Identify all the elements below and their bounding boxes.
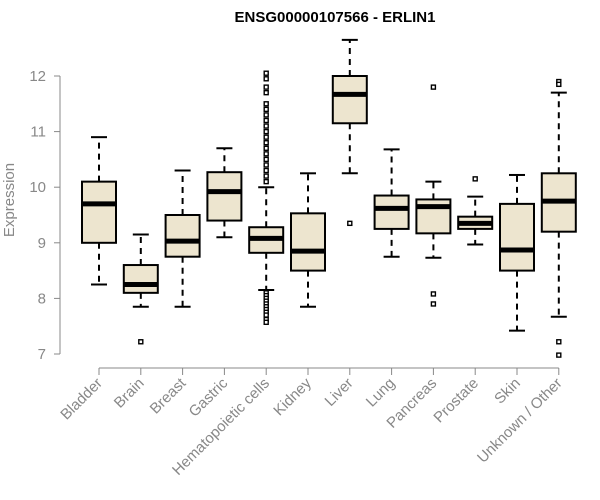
outlier-point bbox=[263, 128, 269, 135]
outlier-point bbox=[472, 176, 478, 182]
box-group bbox=[248, 70, 285, 326]
outlier-point bbox=[556, 339, 562, 345]
outlier-point bbox=[138, 339, 144, 345]
box-group bbox=[164, 169, 201, 308]
outlier-point bbox=[263, 70, 269, 76]
outlier-point bbox=[263, 134, 269, 140]
box-iqr bbox=[373, 194, 410, 230]
box-group bbox=[373, 148, 410, 258]
x-tick-label: Bladder bbox=[57, 375, 106, 424]
box-iqr bbox=[331, 75, 368, 125]
box-iqr bbox=[499, 202, 535, 272]
outlier-point bbox=[263, 312, 269, 318]
outlier-point bbox=[263, 84, 269, 90]
box-iqr bbox=[206, 171, 243, 222]
outlier-point bbox=[263, 167, 269, 174]
outlier-point bbox=[556, 81, 562, 88]
x-tick-label: Prostate bbox=[430, 375, 482, 427]
axes: 7 8 9 10 11 12 bbox=[29, 68, 560, 375]
outlier-point bbox=[347, 220, 353, 227]
box-group bbox=[499, 173, 535, 332]
x-tick-label: Lung bbox=[363, 375, 399, 411]
outlier-point bbox=[263, 117, 269, 124]
outlier-point bbox=[430, 291, 437, 297]
box-group bbox=[540, 78, 577, 358]
y-tick-label: 11 bbox=[30, 124, 46, 141]
outlier-point bbox=[263, 112, 269, 118]
outlier-point bbox=[430, 301, 437, 307]
outlier-point bbox=[263, 145, 269, 151]
outlier-point bbox=[263, 123, 269, 129]
x-tick-label: Kidney bbox=[270, 374, 315, 419]
outlier-point bbox=[263, 151, 269, 157]
box-group bbox=[81, 136, 117, 286]
chart-title: ENSG00000107566 - ERLIN1 bbox=[235, 9, 436, 26]
x-tick-label: Liver bbox=[322, 375, 357, 410]
outlier-point bbox=[263, 178, 269, 185]
box-iqr bbox=[122, 264, 159, 294]
boxes-layer bbox=[81, 38, 577, 358]
outlier-point bbox=[263, 106, 269, 113]
y-tick-label: 7 bbox=[38, 346, 46, 363]
y-tick-label: 12 bbox=[29, 68, 46, 85]
box-group bbox=[290, 172, 326, 308]
box-group bbox=[415, 84, 452, 307]
outlier-point bbox=[556, 352, 562, 358]
box-iqr bbox=[290, 212, 326, 272]
box-group bbox=[122, 233, 159, 345]
outlier-point bbox=[263, 140, 269, 146]
outlier-point bbox=[263, 319, 269, 326]
box-group bbox=[206, 147, 243, 239]
box-iqr bbox=[81, 180, 117, 244]
x-tick-label: Breast bbox=[147, 374, 190, 417]
x-tick-label: Brain bbox=[111, 375, 148, 412]
y-tick-label: 10 bbox=[29, 179, 46, 196]
outlier-point bbox=[263, 101, 269, 107]
outlier-point bbox=[263, 156, 269, 163]
outlier-point bbox=[263, 89, 269, 96]
y-tick-label: 9 bbox=[38, 235, 46, 252]
y-tick-label: 8 bbox=[38, 290, 46, 307]
box-group bbox=[331, 38, 368, 227]
outlier-point bbox=[263, 162, 269, 168]
x-tick-label: Skin bbox=[491, 375, 524, 408]
y-axis-label: Expression bbox=[1, 163, 18, 237]
outlier-point bbox=[263, 76, 269, 82]
box-group bbox=[457, 176, 494, 246]
box-iqr bbox=[164, 214, 201, 258]
outlier-point bbox=[430, 84, 437, 90]
outlier-point bbox=[263, 173, 269, 179]
